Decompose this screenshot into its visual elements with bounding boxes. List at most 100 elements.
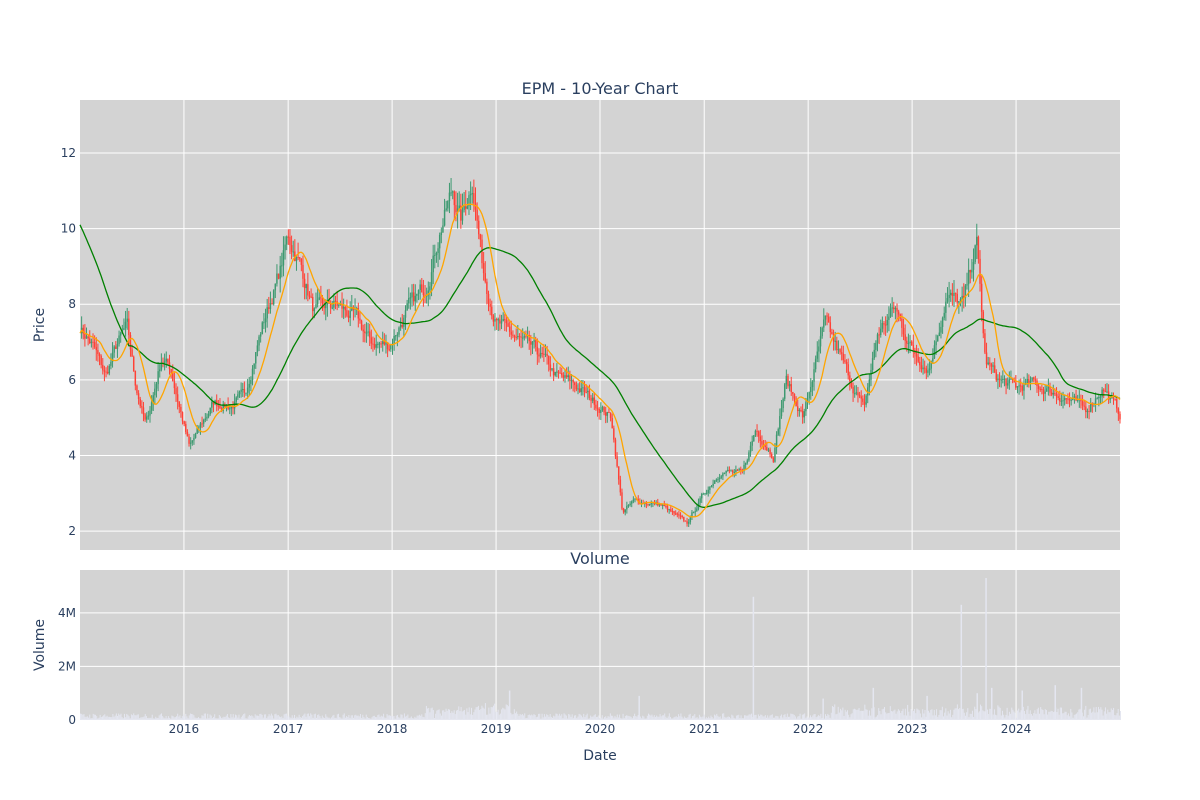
volume-bar [959, 708, 961, 720]
candle-body [491, 306, 493, 316]
volume-bar [1041, 709, 1043, 720]
volume-bar [549, 714, 551, 720]
volume-bar [468, 707, 470, 720]
candle-body [318, 297, 320, 300]
volume-bar [845, 711, 847, 720]
volume-bar [372, 715, 374, 720]
volume-bar [302, 715, 304, 720]
volume-bar [1066, 715, 1068, 720]
volume-bar [558, 713, 560, 720]
candle-body [266, 307, 268, 319]
volume-bar [770, 714, 772, 720]
candle-body [954, 292, 957, 294]
volume-bar [666, 718, 668, 720]
volume-bar [825, 714, 827, 720]
candle-body [1088, 410, 1090, 412]
candle-body [585, 391, 587, 393]
volume-bar [875, 716, 877, 720]
candle-body [240, 389, 242, 392]
candle-body [694, 511, 696, 513]
volume-bar [1050, 710, 1052, 720]
candle-body [1067, 398, 1069, 400]
candle-body [989, 362, 991, 364]
volume-bar [820, 713, 822, 720]
volume-bar [307, 713, 309, 720]
volume-bar [800, 718, 802, 720]
volume-bar [755, 714, 757, 720]
candle-body [588, 390, 591, 398]
candle-body [868, 379, 871, 388]
candle-body [517, 336, 519, 338]
candle-body [538, 354, 540, 357]
volume-spike-bar [985, 578, 987, 720]
volume-bar [134, 715, 136, 720]
candle-body [451, 191, 454, 193]
candle-body [878, 334, 880, 336]
candle-body [774, 447, 776, 462]
candle-body [829, 322, 832, 333]
candle-body [891, 307, 893, 309]
volume-bar [778, 718, 780, 720]
volume-bar [607, 716, 609, 720]
candle-body [619, 479, 622, 493]
volume-bar [315, 717, 317, 720]
volume-bar [598, 715, 600, 720]
candle-body [551, 368, 553, 371]
candle-body [159, 369, 161, 372]
candle-body [268, 307, 270, 309]
candle-body [674, 513, 677, 515]
volume-bar [919, 713, 921, 720]
candle-body [442, 225, 444, 233]
candle-body [447, 201, 449, 209]
candle-body [700, 494, 703, 499]
candle-body [342, 306, 345, 309]
candle-body [243, 389, 246, 393]
candle-body [826, 315, 828, 317]
price-tick-label: 4 [68, 448, 76, 462]
candle-body [508, 326, 511, 332]
volume-bar [974, 706, 976, 720]
volume-bar [673, 717, 675, 720]
candle-body [992, 365, 994, 367]
volume-bar [1048, 711, 1050, 720]
volume-tick-label: 2M [58, 659, 76, 673]
volume-bar [763, 716, 765, 720]
volume-bar [358, 716, 360, 720]
candle-body [295, 256, 298, 262]
volume-bar [969, 713, 971, 720]
volume-bar [814, 714, 816, 720]
volume-bar [191, 713, 193, 720]
volume-bar [732, 715, 734, 720]
candle-body [596, 408, 599, 410]
volume-bar [200, 718, 202, 720]
volume-bar [81, 713, 83, 720]
candle-body [255, 352, 257, 364]
candle-body [512, 334, 514, 336]
candle-body [219, 405, 221, 409]
candle-body [707, 489, 709, 494]
volume-bar [128, 716, 130, 720]
candle-body [502, 319, 504, 322]
volume-bar [318, 714, 320, 720]
candle-body [567, 375, 569, 378]
volume-bar [850, 714, 852, 720]
candle-body [948, 294, 950, 299]
candle-body [1008, 379, 1011, 384]
volume-bar [779, 715, 781, 720]
volume-bar [829, 717, 831, 720]
volume-bar [716, 713, 718, 720]
volume-bar [350, 715, 352, 720]
candle-body [523, 336, 526, 338]
volume-bar [676, 717, 678, 720]
volume-bar [88, 717, 90, 720]
volume-spike-bar [752, 596, 755, 720]
candle-body [819, 336, 822, 347]
volume-bar [121, 717, 123, 720]
volume-bar [313, 714, 315, 720]
candle-body [951, 292, 954, 296]
volume-bar [572, 717, 574, 720]
volume-bar [943, 716, 945, 720]
candle-body [235, 397, 237, 402]
volume-bar [918, 710, 920, 720]
candle-body [279, 265, 281, 279]
